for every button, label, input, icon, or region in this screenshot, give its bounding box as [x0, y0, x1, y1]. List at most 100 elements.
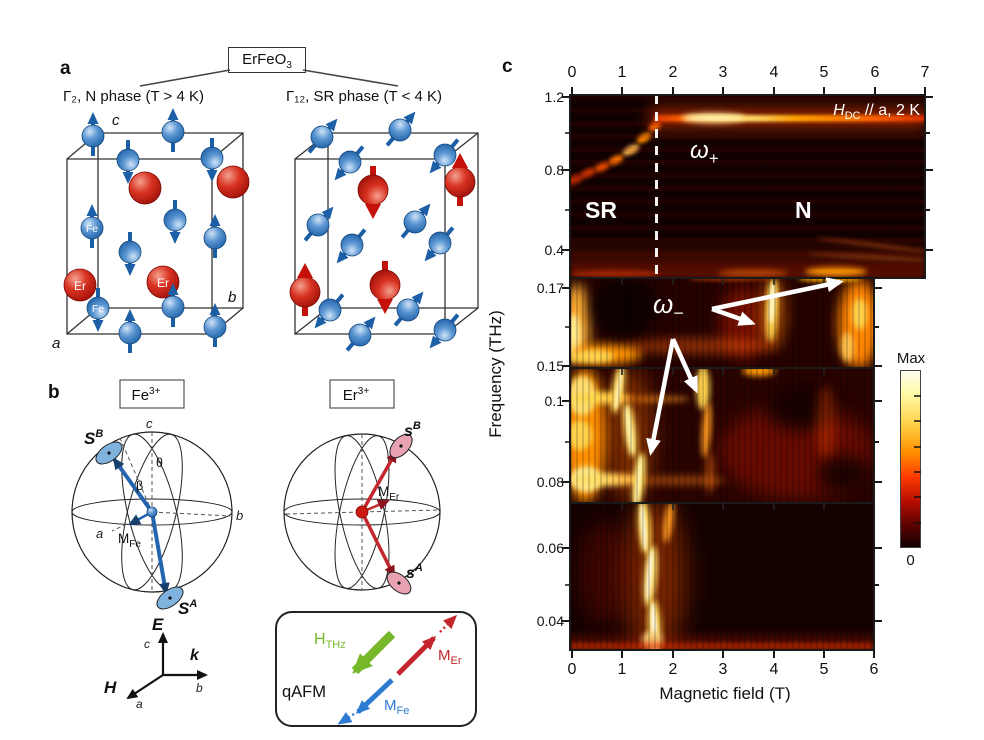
er-atom-label: Er — [157, 276, 169, 290]
panel-a-label: a — [60, 58, 71, 79]
omega-plus-label: ω+ — [690, 137, 719, 168]
left-tick-0p1: 0.1 — [544, 393, 564, 409]
colorbar-max-label: Max — [896, 350, 926, 367]
axis-c-label: c — [112, 112, 120, 129]
fe-ion-box: Fe3+ — [119, 379, 185, 409]
axis-a-label: a — [96, 526, 103, 541]
bottom-tick-4: 4 — [769, 661, 779, 678]
svg-text:SA: SA — [178, 598, 197, 618]
left-tick-0p04: 0.04 — [536, 613, 564, 629]
er-spin-a-sup: A — [414, 562, 423, 574]
top-tick-7: 7 — [920, 64, 930, 81]
y-axis-title: Frequency (THz) — [486, 310, 505, 438]
er-ion-base: Er — [343, 387, 358, 404]
er-ion-sup: 3+ — [358, 386, 370, 397]
er-spin-b-base: s — [404, 423, 413, 440]
svg-text:MEr: MEr — [378, 484, 400, 503]
heatmap-panel-01-008 — [570, 368, 874, 503]
m-er-base: M — [378, 484, 389, 499]
spin-b-sup: B — [95, 428, 103, 440]
fe-atom-label: Fe — [86, 223, 98, 235]
theta-label: θ — [156, 456, 163, 470]
qafm-label: qAFM — [282, 683, 326, 701]
top-tick-4: 4 — [769, 64, 779, 81]
beta-label: β — [136, 479, 143, 493]
h-dc-base: H — [833, 102, 845, 119]
h-field-label: H — [104, 678, 117, 697]
left-tick-0p17: 0.17 — [536, 280, 564, 296]
er-ion-box: Er3+ — [329, 379, 395, 409]
bottom-tick-5: 5 — [819, 661, 829, 678]
svg-text:sA: sA — [406, 562, 423, 582]
er-spin-a-base: s — [406, 565, 415, 582]
axis-c-label: c — [144, 637, 150, 651]
axis-b-label: b — [236, 508, 243, 523]
bottom-tick-3: 3 — [718, 661, 728, 678]
m-er-sub: Er — [389, 492, 400, 503]
compound-sub: 3 — [286, 60, 292, 71]
er-spin-sphere-diagram: sB sA MEr — [283, 420, 441, 595]
h-dc-rest: // a, 2 K — [860, 102, 920, 119]
phase-boundary-dashed-line — [655, 95, 658, 278]
axis-b-label: b — [228, 289, 236, 306]
left-tick-0p4: 0.4 — [544, 242, 564, 258]
m-fe-base: M — [384, 697, 397, 714]
left-tick-0p08: 0.08 — [536, 474, 564, 490]
h-thz-sub: THz — [326, 639, 346, 651]
fe-ion-sup: 3+ — [149, 386, 161, 397]
spin-b-base: S — [84, 429, 96, 448]
svg-text:HTHz: HTHz — [314, 631, 346, 651]
svg-text:MEr: MEr — [438, 647, 462, 667]
left-tick-0p06: 0.06 — [536, 540, 564, 556]
qafm-mode-box: qAFM HTHz MEr MFe — [275, 611, 477, 727]
svg-text:SB: SB — [84, 428, 103, 448]
top-tick-2: 2 — [668, 64, 678, 81]
k-vector-label: k — [190, 647, 200, 664]
er-spin-b-sup: B — [413, 420, 421, 432]
h-dc-sub: DC — [844, 110, 861, 123]
omega-minus-label: ω− — [653, 289, 684, 324]
bottom-tick-2: 2 — [668, 661, 678, 678]
x-axis-title: Magnetic field (T) — [659, 684, 791, 703]
h-thz-base: H — [314, 631, 326, 648]
top-tick-0: 0 — [567, 64, 577, 81]
top-tick-5: 5 — [819, 64, 829, 81]
m-fe-sub: Fe — [397, 705, 410, 717]
m-fe-sub: Fe — [129, 539, 141, 550]
bottom-tick-1: 1 — [617, 661, 627, 678]
svg-text:sB: sB — [404, 420, 421, 440]
sr-phase-region-label: SR — [585, 197, 617, 223]
bottom-tick-0: 0 — [567, 661, 577, 678]
svg-text:MFe: MFe — [384, 697, 409, 717]
phase-label-n: Γ₂, N phase (T > 4 K) — [63, 88, 204, 105]
spin-a-base: S — [178, 599, 190, 618]
top-tick-6: 6 — [870, 64, 880, 81]
e-field-label: E — [152, 615, 164, 634]
m-er-sub: Er — [451, 655, 462, 667]
left-tick-0p15: 0.15 — [536, 358, 564, 374]
svg-text:Fe3+: Fe3+ — [132, 386, 161, 404]
colorbar-min-label: 0 — [906, 552, 915, 569]
compound-name: ErFeO — [242, 51, 287, 68]
panel-c-label: c — [502, 56, 513, 77]
svg-text:MFe: MFe — [118, 531, 141, 550]
left-tick-0p8: 0.8 — [544, 162, 564, 178]
heatmap-panel-017-015 — [570, 278, 874, 368]
fe-atom-label: Fe — [92, 303, 104, 315]
panel-b-label: b — [48, 382, 60, 403]
top-tick-1: 1 — [617, 64, 627, 81]
left-tick-1p2: 1.2 — [544, 89, 564, 105]
axis-b-label: b — [196, 681, 203, 695]
axis-c-label: c — [146, 416, 153, 431]
fe-ion-base: Fe — [132, 387, 150, 404]
axis-a-label: a — [136, 697, 143, 711]
phase-label-sr: Γ₁₂, SR phase (T < 4 K) — [286, 88, 443, 105]
fe-spin-sphere-diagram: SB SA MFe θ β c b a — [71, 416, 243, 618]
er-atom-label: Er — [74, 279, 86, 293]
axis-a-label: a — [52, 335, 60, 352]
n-phase-region-label: N — [795, 197, 812, 223]
top-tick-3: 3 — [718, 64, 728, 81]
